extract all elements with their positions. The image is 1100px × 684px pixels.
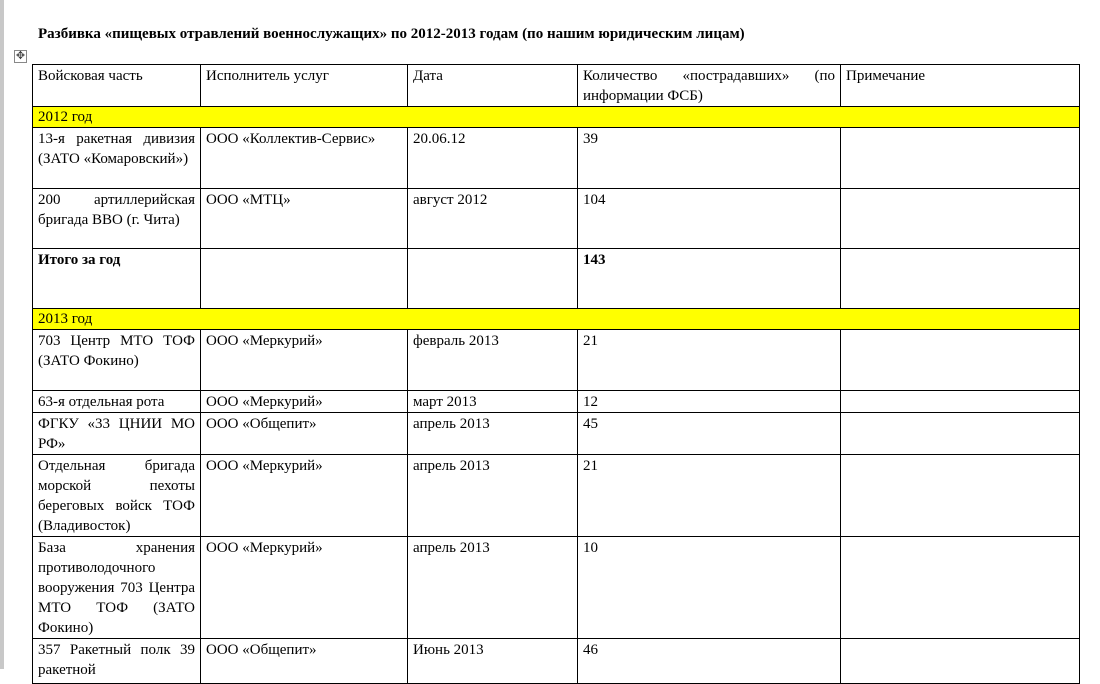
contractor-cell[interactable]: ООО «Меркурий» [200,390,408,413]
table-move-handle-icon[interactable]: ✥ [14,50,27,63]
table-row: 13-я ракетная дивизия (ЗАТО «Комаровский… [32,127,1080,189]
note-cell[interactable] [840,329,1080,391]
table-row: 200 артиллерийская бригада ВВО (г. Чита)… [32,188,1080,249]
poisoning-table: Войсковая часть Исполнитель услуг Дата Коли… [32,64,1080,684]
note-cell[interactable] [840,412,1080,455]
table-row: 703 Центр МТО ТОФ (ЗАТО Фокино) ООО «Мерк… [32,329,1080,391]
victims-count-cell[interactable]: 12 [577,390,841,413]
page-left-edge [0,0,4,669]
table-row: Отдельная бригада морской пехоты берегов… [32,454,1080,537]
military-unit-cell[interactable]: Войсковая часть [32,64,201,107]
military-unit-cell[interactable]: 703 Центр МТО ТОФ (ЗАТО Фокино) [32,329,201,391]
military-unit-cell[interactable]: 200 артиллерийская бригада ВВО (г. Чита) [32,188,201,249]
victims-count-cell[interactable]: 39 [577,127,841,189]
year-section-row: 2012 год [32,106,1080,128]
year-label[interactable]: 2012 год [32,106,1080,128]
contractor-cell[interactable]: ООО «МТЦ» [200,188,408,249]
document-title: Разбивка «пищевых отравлений военнослужа… [38,26,745,42]
date-cell[interactable]: март 2013 [407,390,578,413]
note-cell[interactable] [840,127,1080,189]
date-cell[interactable]: Дата [407,64,578,107]
victims-count-cell[interactable]: 143 [577,248,841,309]
table-row: База хранения противолодочного вооружени… [32,536,1080,639]
military-unit-cell[interactable]: База хранения противолодочного вооружени… [32,536,201,639]
military-unit-cell[interactable]: Отдельная бригада морской пехоты берегов… [32,454,201,537]
contractor-cell[interactable]: ООО «Меркурий» [200,329,408,391]
note-cell[interactable] [840,536,1080,639]
military-unit-cell[interactable]: ФГКУ «33 ЦНИИ МО РФ» [32,412,201,455]
military-unit-cell[interactable]: 357 Ракетный полк 39 ракетной [32,638,201,684]
table-row: 357 Ракетный полк 39 ракетной ООО «Общепи… [32,638,1080,684]
date-cell[interactable]: апрель 2013 [407,536,578,639]
military-unit-cell[interactable]: 13-я ракетная дивизия (ЗАТО «Комаровский… [32,127,201,189]
victims-count-cell[interactable]: 45 [577,412,841,455]
table-row: ФГКУ «33 ЦНИИ МО РФ» ООО «Общепит» апрель … [32,412,1080,455]
date-cell[interactable]: апрель 2013 [407,412,578,455]
table-row: 63-я отдельная рота ООО «Меркурий» март 20… [32,390,1080,413]
total-row: Итого за год 143 [32,248,1080,309]
contractor-cell[interactable]: ООО «Меркурий» [200,454,408,537]
victims-count-cell[interactable]: 10 [577,536,841,639]
contractor-cell[interactable]: ООО «Меркурий» [200,536,408,639]
contractor-cell[interactable]: ООО «Коллектив-Сервис» [200,127,408,189]
header-row: Войсковая часть Исполнитель услуг Дата Коли… [32,64,1080,107]
victims-count-cell[interactable]: Количество «пострадавших» (по информации… [577,64,841,107]
date-cell[interactable]: Июнь 2013 [407,638,578,684]
note-cell[interactable]: Примечание [840,64,1080,107]
year-label[interactable]: 2013 год [32,308,1080,330]
date-cell[interactable]: 20.06.12 [407,127,578,189]
note-cell[interactable] [840,248,1080,309]
victims-count-cell[interactable]: 46 [577,638,841,684]
note-cell[interactable] [840,188,1080,249]
contractor-cell[interactable]: Исполнитель услуг [200,64,408,107]
victims-count-cell[interactable]: 21 [577,329,841,391]
contractor-cell[interactable]: ООО «Общепит» [200,412,408,455]
note-cell[interactable] [840,638,1080,684]
military-unit-cell[interactable]: 63-я отдельная рота [32,390,201,413]
contractor-cell[interactable] [200,248,408,309]
date-cell[interactable]: февраль 2013 [407,329,578,391]
victims-count-cell[interactable]: 104 [577,188,841,249]
contractor-cell[interactable]: ООО «Общепит» [200,638,408,684]
year-section-row: 2013 год [32,308,1080,330]
date-cell[interactable]: апрель 2013 [407,454,578,537]
victims-count-cell[interactable]: 21 [577,454,841,537]
date-cell[interactable]: август 2012 [407,188,578,249]
note-cell[interactable] [840,390,1080,413]
military-unit-cell[interactable]: Итого за год [32,248,201,309]
note-cell[interactable] [840,454,1080,537]
date-cell[interactable] [407,248,578,309]
